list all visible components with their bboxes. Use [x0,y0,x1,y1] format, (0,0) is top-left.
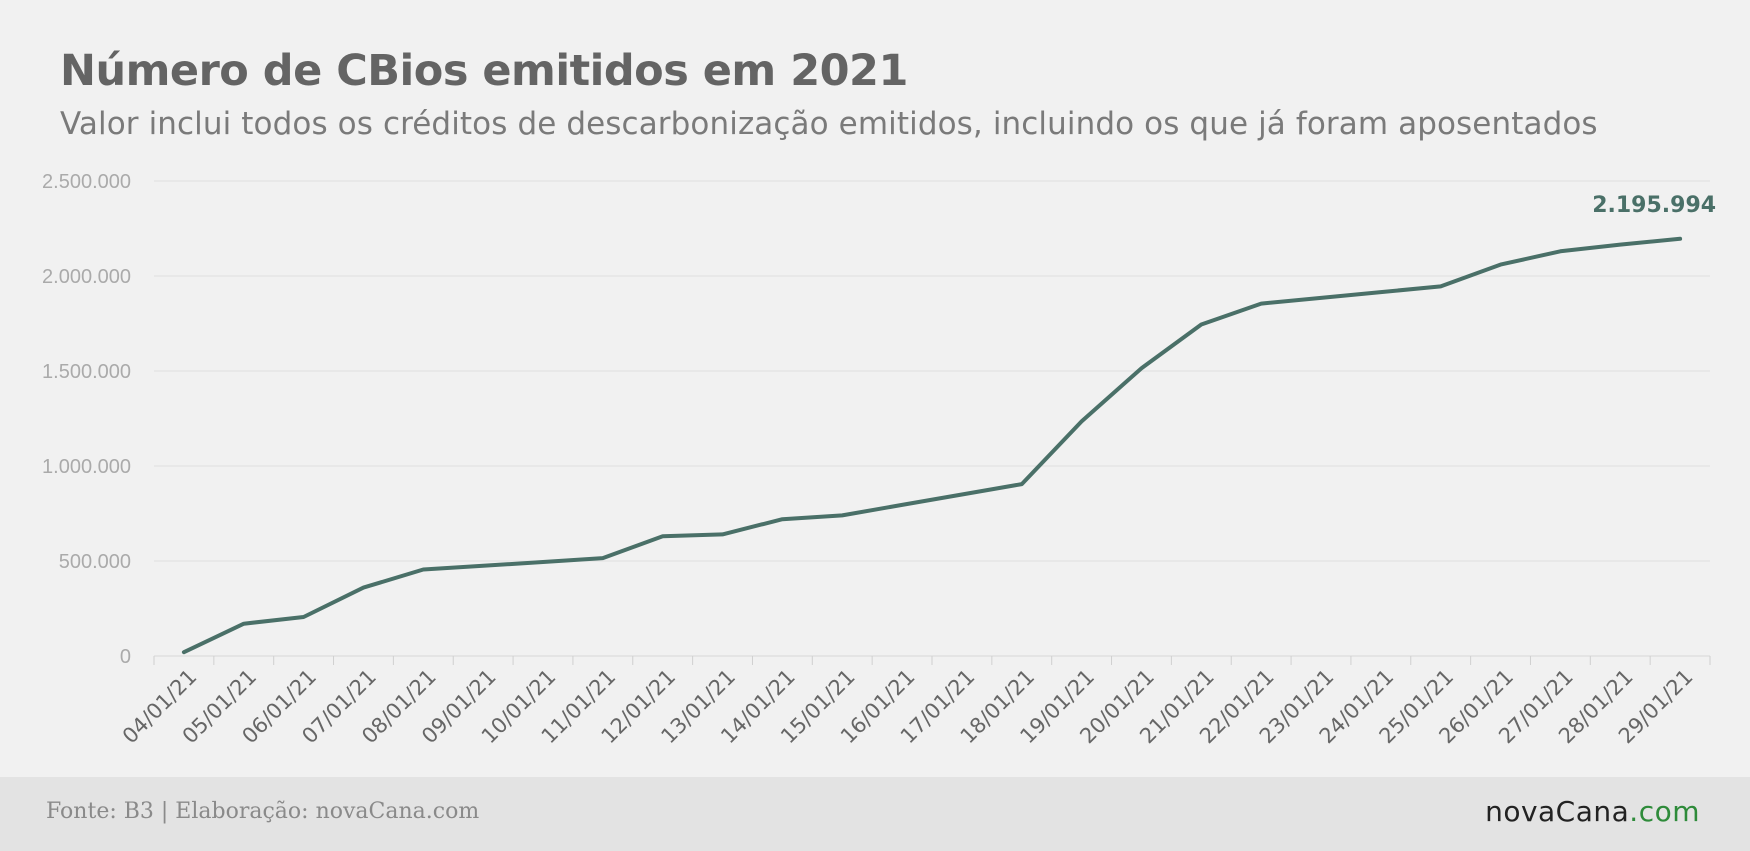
y-tick-label: 1.500.000 [42,361,131,383]
series-line-layer [181,236,1683,655]
y-tick-label: 2.500.000 [42,171,131,193]
end-value-label: 2.195.994 [1592,193,1716,218]
grid-lines [154,180,1710,562]
novacana-logo[interactable]: novaCana.com [1485,795,1700,828]
y-tick-label: 2.000.000 [42,266,131,288]
y-tick-label: 500.000 [59,551,131,573]
chart-title: Número de CBios emitidos em 2021 [60,46,908,96]
chart-subtitle: Valor inclui todos os créditos de descar… [60,106,1598,142]
y-tick-label: 1.000.000 [42,456,131,478]
series-line [181,236,1683,655]
data-labels: 2.195.994 [1592,193,1716,218]
logo-tld: .com [1629,795,1700,828]
source-text: Fonte: B3 | Elaboração: novaCana.com [46,799,480,824]
x-axis: 04/01/2105/01/2106/01/2107/01/2108/01/21… [118,655,1711,748]
logo-main: novaCana [1485,795,1630,828]
footer: Fonte: B3 | Elaboração: novaCana.com nov… [0,777,1750,851]
y-tick-label: 0 [120,646,131,668]
y-axis-ticks: 0 500.000 1.000.000 1.500.000 2.000.000 2.500… [42,171,131,668]
line-chart: 0 500.000 1.000.000 1.500.000 2.000.000 2.500… [42,171,1716,748]
